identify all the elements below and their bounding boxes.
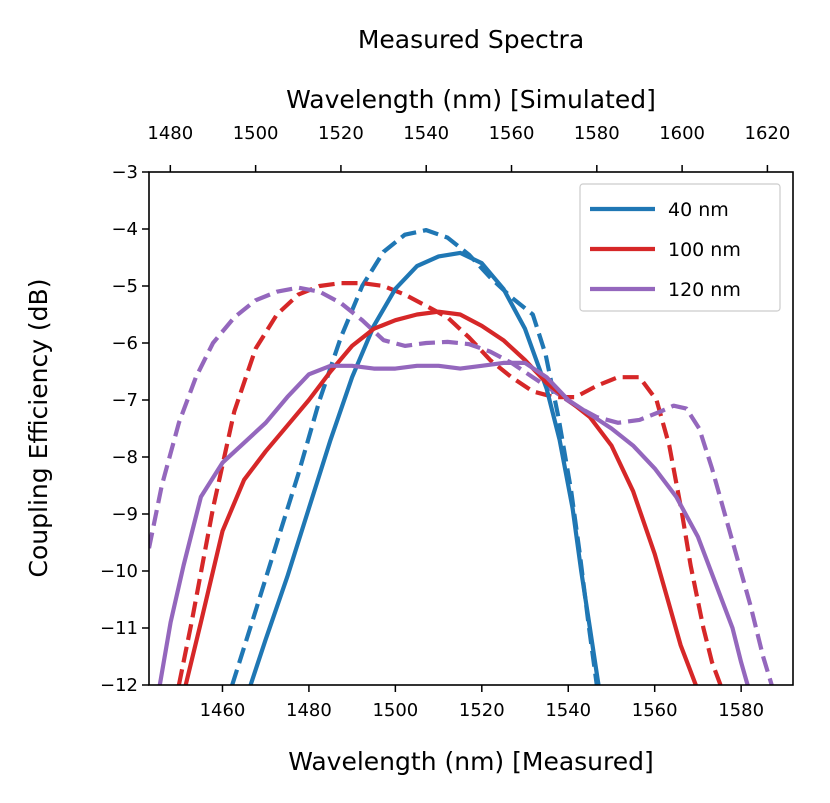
legend-label: 100 nm: [668, 239, 741, 261]
plot-frame: [148, 171, 794, 686]
series-line-40-nm: [248, 250, 601, 685]
legend-label: 40 nm: [668, 199, 729, 221]
x-tick-label: 1500: [372, 700, 418, 721]
y-tick-label: −3: [111, 162, 138, 183]
top-x-tick-label: 1500: [233, 123, 279, 144]
top-x-axis-label: Wavelength (nm) [Simulated]: [286, 85, 656, 114]
x-tick-label: 1580: [718, 700, 764, 721]
ticks-group: 1460 1480 1500 1520 1540 1560 1580 1480 1500 1520…: [100, 123, 790, 721]
y-tick-label: −10: [100, 561, 138, 582]
y-axis-label: Coupling Efficiency (dB): [24, 279, 53, 578]
top-x-tick-label: 1520: [318, 123, 364, 144]
top-x-tick-label: 1480: [147, 123, 193, 144]
x-tick-label: 1540: [545, 700, 591, 721]
top-x-tick-label: 1580: [574, 123, 620, 144]
x-tick-label: 1460: [200, 700, 246, 721]
x-tick-label: 1520: [459, 700, 505, 721]
y-tick-label: −12: [100, 675, 138, 696]
x-tick-label: 1560: [632, 700, 678, 721]
top-x-tick-label: 1540: [403, 123, 449, 144]
y-tick-label: −9: [111, 504, 138, 525]
legend: 40 nm 100 nm 120 nm: [579, 183, 781, 312]
chart-title: Measured Spectra: [358, 25, 584, 54]
y-tick-label: −7: [111, 390, 138, 411]
top-x-tick-label: 1620: [745, 123, 791, 144]
y-tick-label: −8: [111, 447, 138, 468]
series-line-120-nm: [157, 360, 750, 685]
y-tick-label: −5: [111, 276, 138, 297]
series-line-40-nm-simulated: [230, 228, 599, 685]
bottom-x-axis-label: Wavelength (nm) [Measured]: [288, 747, 654, 776]
legend-box: [579, 183, 781, 312]
y-tick-label: −11: [100, 618, 138, 639]
top-x-tick-label: 1560: [489, 123, 535, 144]
x-tick-label: 1480: [286, 700, 332, 721]
top-x-tick-label: 1600: [659, 123, 705, 144]
series-group: [149, 228, 774, 685]
y-tick-label: −6: [111, 333, 138, 354]
series-line-120-nm-simulated: [149, 285, 774, 685]
y-tick-label: −4: [111, 219, 138, 240]
legend-label: 120 nm: [668, 279, 741, 301]
series-line-100-nm: [183, 309, 698, 685]
series-line-100-nm-simulated: [176, 281, 723, 685]
